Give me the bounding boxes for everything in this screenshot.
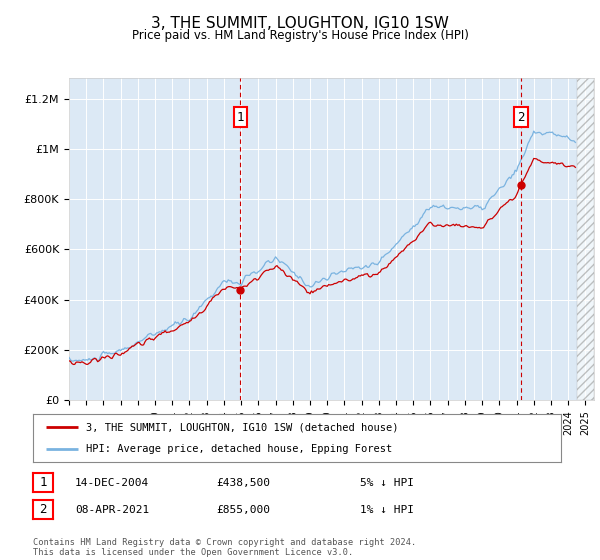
Bar (577, 78, 594, 400)
Text: 1% ↓ HPI: 1% ↓ HPI (360, 505, 414, 515)
Text: 08-APR-2021: 08-APR-2021 (75, 505, 149, 515)
Text: £855,000: £855,000 (216, 505, 270, 515)
Text: 14-DEC-2004: 14-DEC-2004 (75, 478, 149, 488)
Text: 2: 2 (39, 503, 47, 516)
Text: 1: 1 (39, 476, 47, 489)
Text: £438,500: £438,500 (216, 478, 270, 488)
Text: Contains HM Land Registry data © Crown copyright and database right 2024.
This d: Contains HM Land Registry data © Crown c… (33, 538, 416, 557)
Text: 5% ↓ HPI: 5% ↓ HPI (360, 478, 414, 488)
Text: 2: 2 (517, 110, 525, 124)
Text: 1: 1 (236, 110, 244, 124)
Text: 3, THE SUMMIT, LOUGHTON, IG10 1SW: 3, THE SUMMIT, LOUGHTON, IG10 1SW (151, 16, 449, 31)
Text: Price paid vs. HM Land Registry's House Price Index (HPI): Price paid vs. HM Land Registry's House … (131, 29, 469, 42)
Text: 3, THE SUMMIT, LOUGHTON, IG10 1SW (detached house): 3, THE SUMMIT, LOUGHTON, IG10 1SW (detac… (86, 422, 398, 432)
Text: HPI: Average price, detached house, Epping Forest: HPI: Average price, detached house, Eppi… (86, 444, 392, 454)
